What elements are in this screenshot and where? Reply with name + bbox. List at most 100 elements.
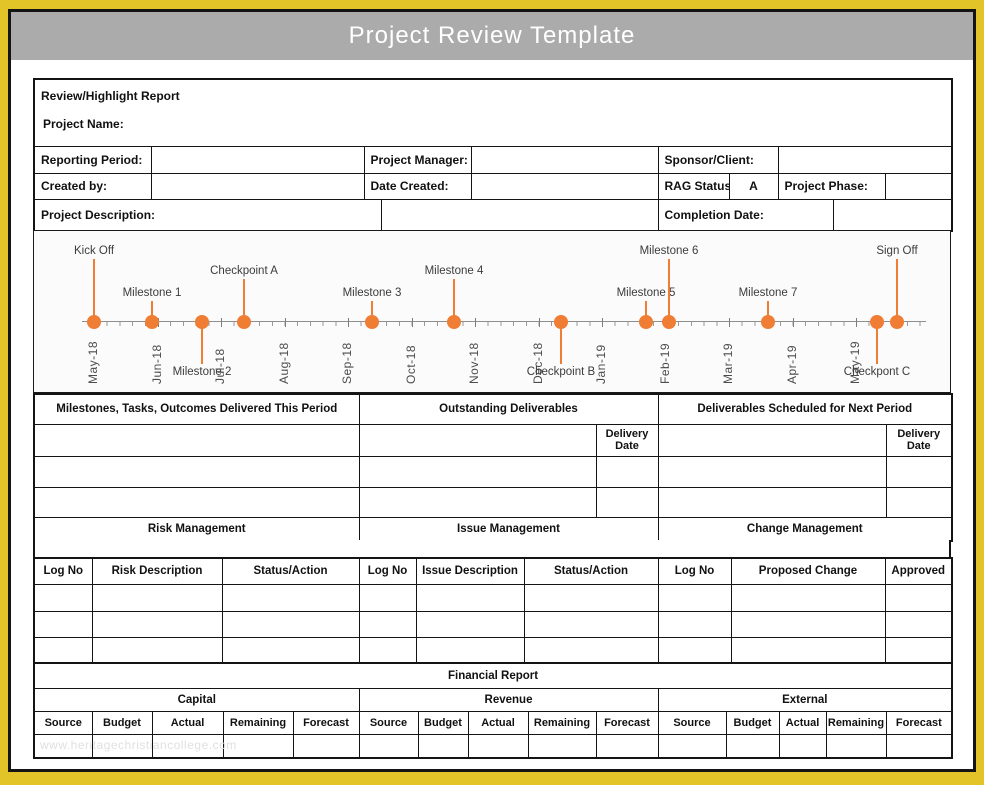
timeline-month-tick [538,318,540,327]
empty-cell[interactable] [657,486,887,518]
empty-cell[interactable] [527,733,597,759]
milestone-dot [870,315,884,329]
empty-cell[interactable] [358,583,417,612]
empty-cell[interactable] [730,583,886,612]
risk-log-no-header: Log No [33,557,93,585]
empty-cell[interactable] [730,610,886,638]
capital-budget-header: Budget [91,710,153,735]
empty-cell[interactable] [33,636,93,664]
empty-cell[interactable] [657,636,732,664]
empty-cell[interactable] [358,636,417,664]
empty-cell[interactable] [657,610,732,638]
revenue-remaining-header: Remaining [527,710,597,735]
deliverables-table: Milestones, Tasks, Outcomes Delivered Th… [33,393,953,542]
empty-cell[interactable] [33,455,360,488]
empty-cell[interactable] [417,733,469,759]
empty-cell[interactable] [884,636,953,664]
sponsor-client-value[interactable] [777,145,953,174]
rag-status-value[interactable]: A [728,172,779,200]
empty-cell[interactable] [884,583,953,612]
milestone-label: Milestone 4 [424,265,484,277]
empty-cell[interactable] [221,636,360,664]
issue-status-action-header: Status/Action [523,557,659,585]
empty-cell[interactable] [595,455,659,488]
empty-cell[interactable] [91,636,223,664]
empty-cell[interactable] [730,636,886,664]
table-row: Source Budget Actual Remaining Forecast … [33,710,953,735]
empty-cell[interactable] [523,610,659,638]
date-created-value[interactable] [470,172,659,200]
empty-cell[interactable] [221,583,360,612]
empty-cell[interactable] [523,583,659,612]
empty-cell[interactable] [292,733,360,759]
empty-cell[interactable] [657,455,887,488]
issue-management-header: Issue Management [358,516,659,542]
revenue-budget-header: Budget [417,710,469,735]
empty-cell[interactable] [825,733,887,759]
empty-cell[interactable] [778,733,827,759]
milestone-label: Milestone 7 [738,287,798,299]
empty-cell[interactable] [358,486,597,518]
sponsor-client-label: Sponsor/Client: [657,145,779,174]
timeline-month-label: Sep-18 [340,342,354,384]
page: Project Review Template Review/Highlight… [8,9,976,772]
empty-cell[interactable] [885,486,953,518]
empty-cell[interactable] [657,423,887,457]
empty-cell[interactable] [33,486,360,518]
milestone-label: Kick Off [73,245,115,257]
empty-cell[interactable] [885,455,953,488]
empty-cell[interactable] [415,583,525,612]
project-phase-label: Project Phase: [777,172,886,200]
milestone-dot [447,315,461,329]
empty-cell[interactable] [884,610,953,638]
log-table: Log No Risk Description Status/Action Lo… [33,557,953,664]
table-row: Log No Risk Description Status/Action Lo… [33,557,953,585]
project-phase-value[interactable] [884,172,953,200]
reporting-period-value[interactable] [150,145,365,174]
project-description-value[interactable] [380,198,659,232]
empty-cell[interactable] [657,733,727,759]
empty-cell[interactable] [33,610,93,638]
empty-cell[interactable] [358,423,597,457]
empty-cell[interactable] [33,423,360,457]
empty-cell[interactable] [467,733,529,759]
empty-cell[interactable] [33,583,93,612]
table-row: Delivery Date Delivery Date [33,423,953,457]
empty-cell[interactable] [885,733,953,759]
capital-source-header: Source [33,710,93,735]
empty-cell[interactable] [91,583,223,612]
empty-cell[interactable] [725,733,780,759]
empty-cell[interactable] [221,610,360,638]
completion-date-value[interactable] [832,198,953,232]
empty-cell[interactable] [358,610,417,638]
milestone-stem [243,279,245,321]
milestone-label: Sign Off [876,245,918,257]
table-row: Project Description: Completion Date: [33,198,953,232]
risk-status-action-header: Status/Action [221,557,360,585]
empty-cell[interactable] [358,733,419,759]
external-forecast-header: Forecast [885,710,953,735]
empty-cell[interactable] [595,486,659,518]
milestone-dot [761,315,775,329]
table-row: Milestones, Tasks, Outcomes Delivered Th… [33,393,953,425]
empty-cell[interactable] [222,733,294,759]
empty-cell[interactable] [358,455,597,488]
timeline-month-label: Nov-18 [467,342,481,384]
empty-cell[interactable] [33,733,93,759]
empty-cell[interactable] [523,636,659,664]
empty-cell[interactable] [415,636,525,664]
created-by-value[interactable] [150,172,365,200]
milestone-stem [767,301,769,321]
empty-cell[interactable] [595,733,659,759]
timeline-month-label: Aug-18 [276,342,291,384]
risk-description-header: Risk Description [91,557,223,585]
page-title: Project Review Template [348,22,636,49]
milestone-label: Checkpont C [843,366,911,378]
next-period-header: Deliverables Scheduled for Next Period [657,393,953,425]
empty-cell[interactable] [151,733,224,759]
external-group-header: External [657,687,953,712]
empty-cell[interactable] [91,610,223,638]
project-manager-value[interactable] [470,145,659,174]
empty-cell[interactable] [657,583,732,612]
empty-cell[interactable] [415,610,525,638]
